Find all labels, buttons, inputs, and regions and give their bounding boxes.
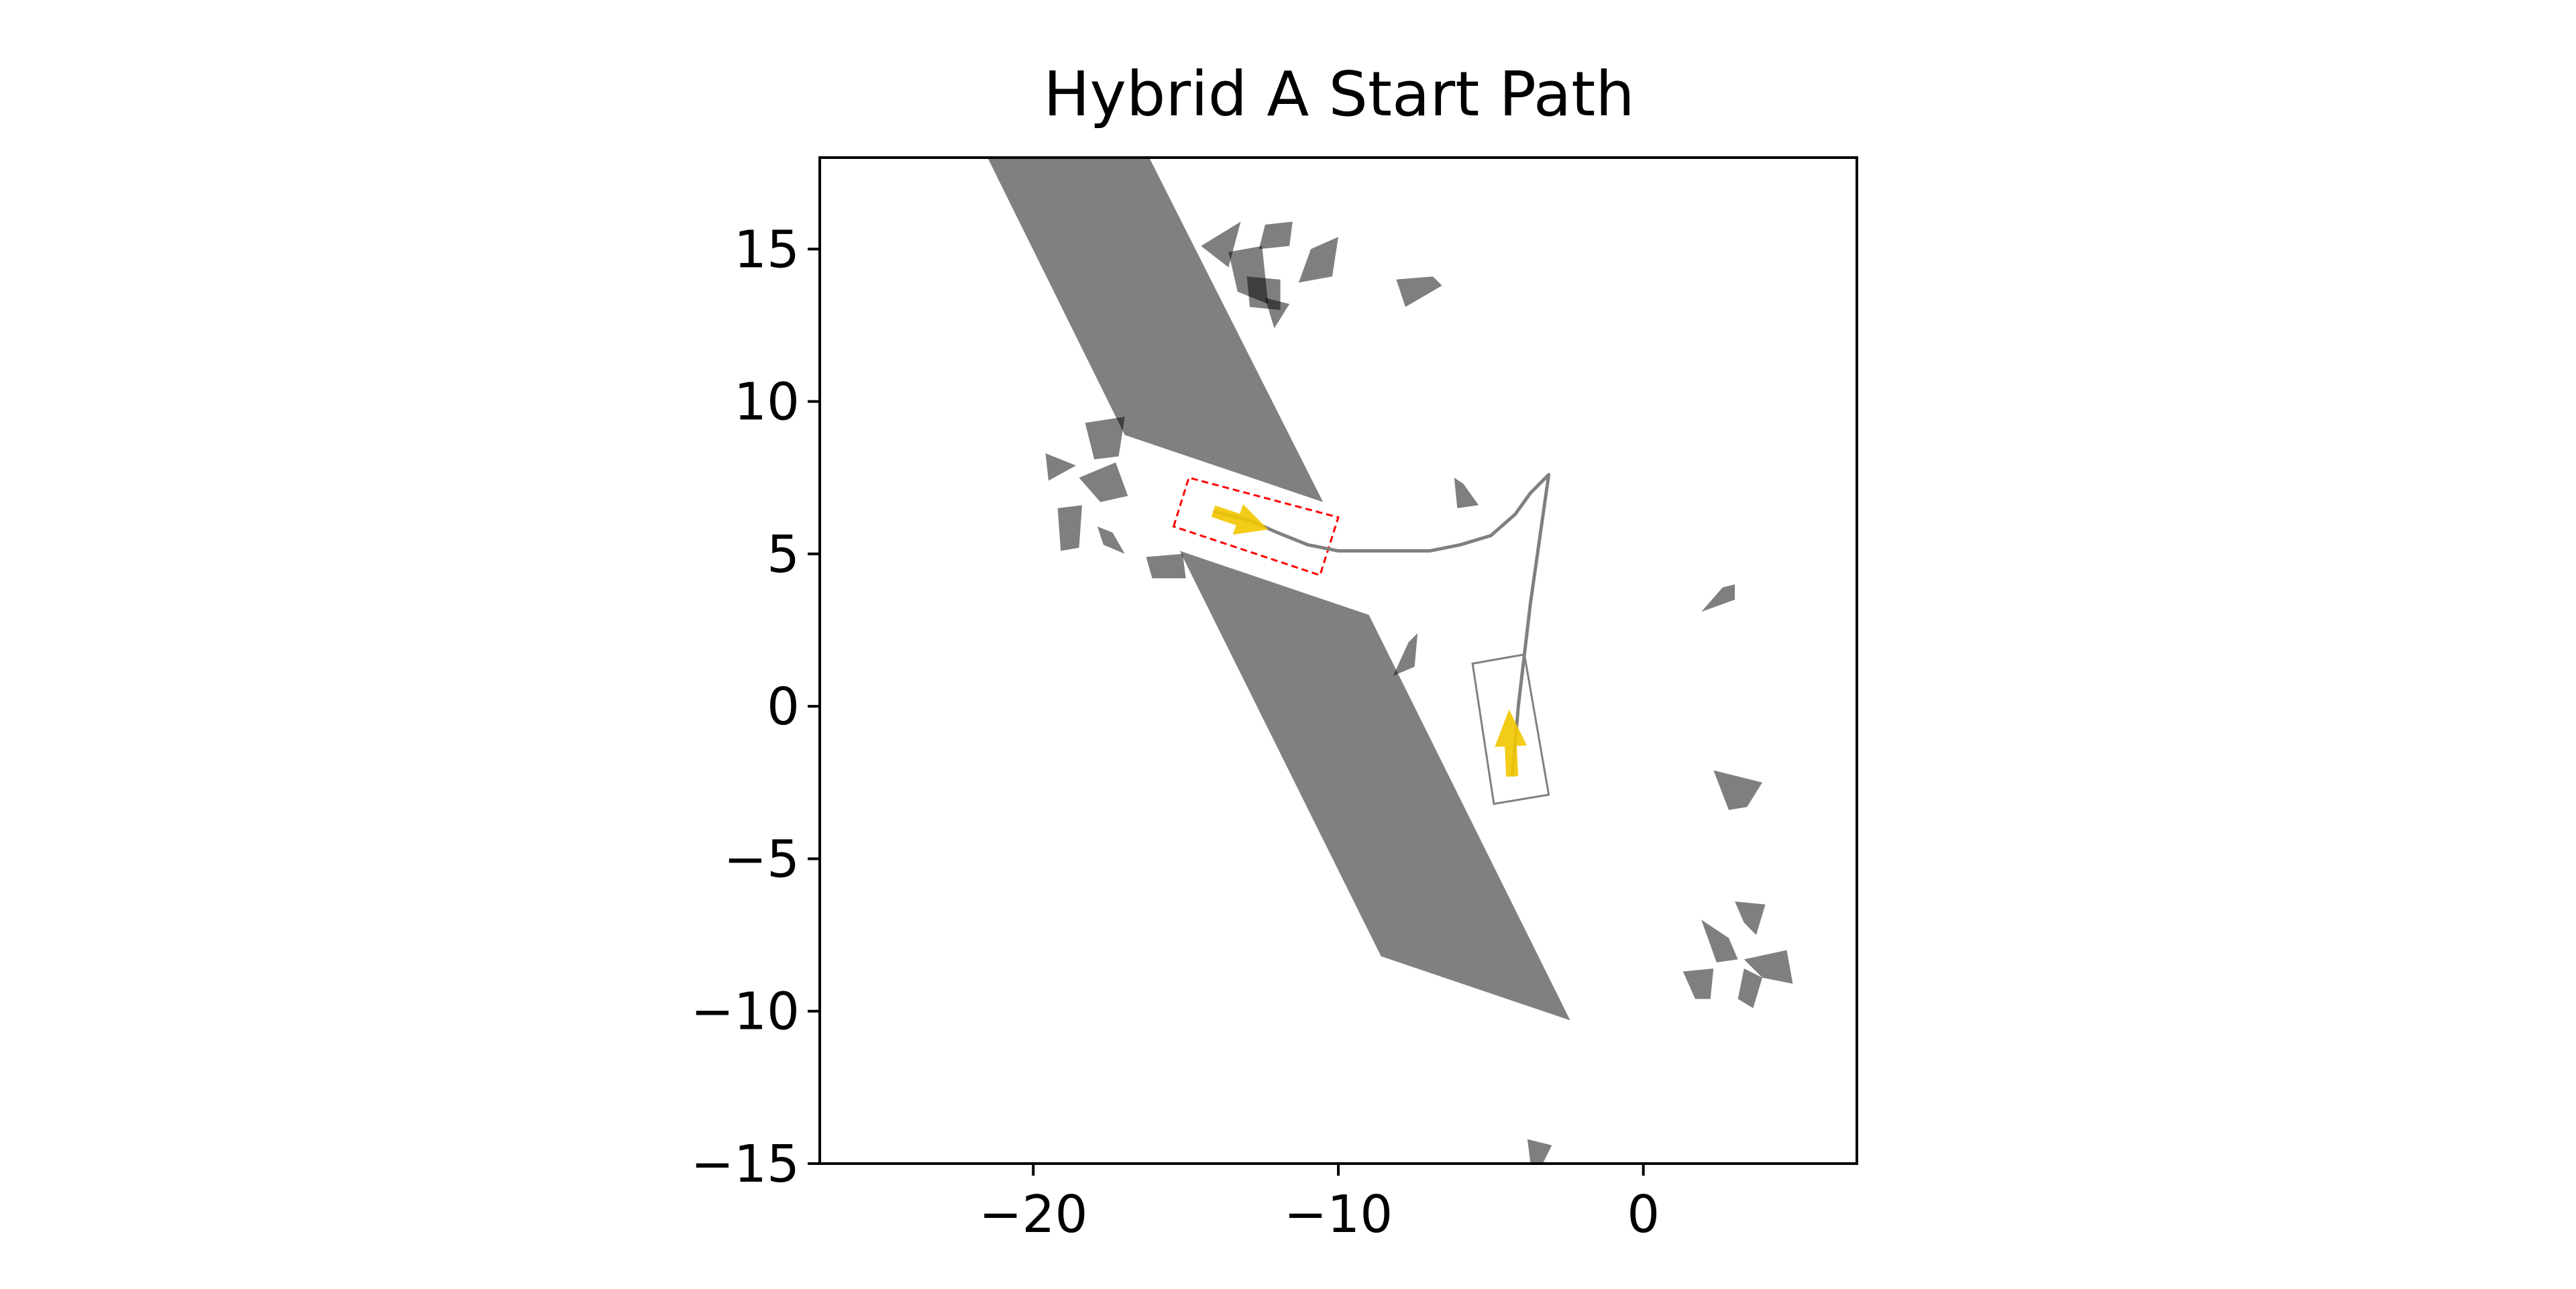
x-tick-label-2: −10: [1284, 1185, 1393, 1245]
y-axis: 15 10 5 0 −5 −10 −15: [691, 220, 820, 1194]
vehicle-box: [1471, 653, 1550, 805]
goal-heading-arrow: [1211, 504, 1269, 535]
chart-title: Hybrid A Start Path: [1043, 58, 1634, 130]
goal-box: [1172, 476, 1340, 577]
start-heading-arrow: [1495, 709, 1527, 777]
small-obstacle-19: [1735, 901, 1766, 936]
x-axis: −20 −10 0: [979, 1164, 1660, 1245]
small-obstacle-8: [1085, 416, 1125, 459]
small-obstacle-3: [1298, 237, 1338, 283]
small-obstacle-14: [1454, 478, 1479, 508]
large-obstacle-1: [987, 158, 1324, 502]
small-obstacle-22: [1682, 968, 1714, 999]
small-obstacle-23: [1527, 1139, 1552, 1164]
y-tick-label-7: −15: [691, 1135, 800, 1194]
y-tick-label-2: 10: [734, 373, 800, 433]
plot-data: [987, 158, 1793, 1164]
small-obstacle-11: [1057, 505, 1082, 551]
small-obstacle-10: [1079, 462, 1128, 502]
small-obstacle-18: [1701, 919, 1738, 962]
small-obstacle-16: [1701, 584, 1735, 612]
x-tick-label-3: 0: [1627, 1185, 1660, 1245]
large-obstacle-2: [1179, 551, 1570, 1021]
small-obstacle-15: [1393, 633, 1418, 676]
small-obstacle-13: [1146, 553, 1186, 579]
small-obstacle-20: [1743, 950, 1793, 984]
small-obstacle-9: [1045, 453, 1076, 481]
y-tick-label-1: 15: [734, 220, 800, 280]
small-obstacle-7: [1396, 276, 1442, 307]
small-obstacle-12: [1097, 526, 1125, 554]
small-obstacle-2: [1258, 221, 1293, 249]
small-obstacle-21: [1737, 968, 1762, 1009]
y-tick-label-4: 0: [767, 677, 800, 737]
small-obstacle-6: [1265, 298, 1290, 329]
y-tick-label-5: −5: [723, 830, 800, 889]
x-tick-label-1: −20: [979, 1185, 1088, 1245]
small-obstacle-17: [1713, 770, 1762, 810]
y-tick-label-6: −10: [691, 983, 800, 1042]
y-tick-label-3: 5: [767, 525, 800, 585]
